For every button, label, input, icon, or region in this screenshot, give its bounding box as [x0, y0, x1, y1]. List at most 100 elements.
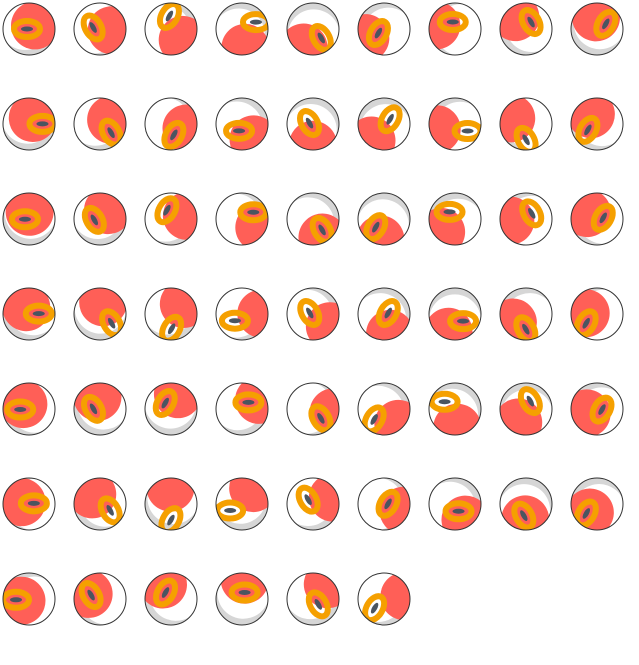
ball-outline: [499, 477, 553, 531]
dark-eye: [386, 113, 394, 125]
ball-frame: [215, 2, 269, 56]
ball-frame: [499, 192, 553, 246]
dark-eye: [527, 16, 535, 28]
orange-ring: [81, 204, 107, 235]
dark-eye: [446, 19, 459, 25]
orange-ring: [433, 200, 466, 223]
ball-frame: [144, 382, 198, 436]
red-patch: [287, 23, 328, 55]
dark-eye: [14, 407, 27, 413]
ball-frame: [357, 192, 411, 246]
orange-ring: [154, 195, 180, 226]
ball-frame: [215, 382, 269, 436]
orange-ring: [97, 495, 123, 526]
orange-ring: [513, 314, 539, 340]
dark-eye: [370, 414, 378, 425]
ball-outline: [428, 192, 482, 246]
dark-eye: [32, 311, 45, 317]
dark-eye: [107, 127, 115, 139]
red-patch: [221, 23, 268, 55]
ball-frame: [73, 287, 127, 341]
ball-outline: [215, 192, 269, 246]
ball-outline: [73, 382, 127, 436]
ball-frame: [570, 2, 624, 56]
dark-eye: [242, 399, 255, 405]
dark-eye: [87, 589, 95, 601]
orange-ring: [232, 391, 265, 414]
ball-frame: [428, 97, 482, 151]
orange-ring: [365, 18, 391, 48]
dark-eye: [167, 323, 176, 335]
ball-frame: [357, 287, 411, 341]
orange-ring: [305, 589, 331, 620]
ball-frame: [2, 287, 56, 341]
orange-ring: [17, 492, 50, 515]
ball-frame: [428, 2, 482, 56]
orange-ring: [375, 488, 401, 519]
dark-eye: [163, 204, 171, 216]
ball-frame: [286, 382, 340, 436]
orange-ring: [218, 309, 251, 332]
dark-eye: [89, 403, 98, 415]
ball-frame: [357, 2, 411, 56]
red-patch: [308, 478, 339, 522]
ball-frame: [286, 287, 340, 341]
ball-outline: [144, 2, 198, 56]
dark-eye: [90, 214, 99, 226]
orange-ring: [80, 393, 106, 424]
orange-ring: [80, 12, 106, 43]
ball-frame: [499, 97, 553, 151]
red-patch: [379, 486, 410, 530]
dark-eye: [228, 318, 241, 324]
orange-ring: [442, 500, 475, 523]
dark-eye: [249, 19, 262, 25]
orange-ring: [429, 390, 461, 413]
orange-ring: [590, 202, 616, 233]
red-patch: [429, 105, 461, 150]
ball-frame: [570, 382, 624, 436]
ball-outline: [144, 477, 198, 531]
ball-outline: [357, 97, 411, 151]
dark-eye: [372, 221, 380, 233]
ball-outline: [570, 2, 624, 56]
dark-eye: [457, 318, 470, 324]
red-patch: [380, 573, 410, 621]
ball-outline: [428, 97, 482, 151]
ball-outline: [144, 97, 198, 151]
ball-frame: [144, 477, 198, 531]
ball-frame: [286, 572, 340, 626]
orange-ring: [593, 8, 619, 39]
dark-eye: [317, 412, 325, 424]
red-patch: [162, 104, 197, 150]
dark-eye: [21, 26, 33, 32]
ball-frame: [215, 97, 269, 151]
ball-outline: [357, 477, 411, 531]
dark-eye: [582, 508, 591, 519]
dark-eye: [161, 397, 169, 409]
dark-eye: [10, 597, 23, 603]
ball-outline: [215, 572, 269, 626]
dark-eye: [318, 224, 326, 236]
ball-frame: [499, 477, 553, 531]
ball-frame: [2, 382, 56, 436]
dark-eye: [36, 121, 49, 127]
ball-frame: [144, 192, 198, 246]
orange-ring: [377, 104, 403, 135]
ball-frame: [73, 192, 127, 246]
ball-frame: [570, 192, 624, 246]
ball-outline: [357, 287, 411, 341]
ball-outline: [428, 287, 482, 341]
dark-eye: [305, 117, 314, 129]
ball-frame: [286, 97, 340, 151]
ball-outline: [73, 477, 127, 531]
orange-ring: [158, 505, 184, 530]
ball-outline: [570, 287, 624, 341]
ball-frame: [215, 477, 269, 531]
ball-frame: [286, 2, 340, 56]
red-patch: [288, 120, 337, 150]
dark-eye: [384, 307, 392, 319]
dark-eye: [107, 317, 116, 329]
ball-outline: [357, 2, 411, 56]
dark-eye: [314, 599, 322, 610]
